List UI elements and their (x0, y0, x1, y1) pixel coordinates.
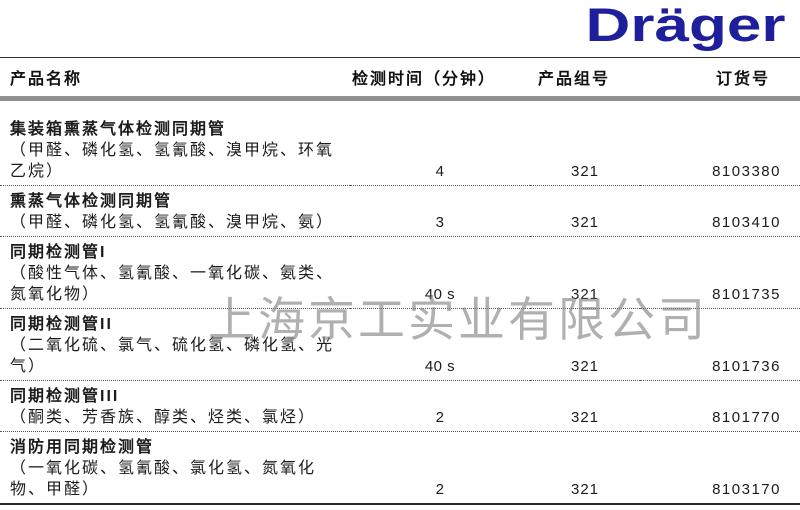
header-detect-time: 检测时间（分钟） (350, 57, 530, 101)
product-group-cell: 321 (530, 185, 640, 237)
product-group-cell: 321 (530, 431, 640, 505)
product-detail: （酸性气体、氢氰酸、一氧化碳、氨类、 氮氧化物） (10, 265, 335, 303)
product-title: 熏蒸气体检测同期管 (10, 193, 173, 210)
product-title: 同期检测管I (10, 244, 107, 261)
header-product-name: 产品名称 (0, 57, 350, 101)
product-name-cell: 消防用同期检测管 （一氧化碳、氢氰酸、氯化氢、氮氧化 物、甲醛） (0, 431, 350, 505)
product-title: 集装箱熏蒸气体检测同期管 (10, 121, 227, 138)
product-name-cell: 同期检测管III （酮类、芳香族、醇类、烃类、氯烃） (0, 380, 350, 432)
product-table: 产品名称 检测时间（分钟） 产品组号 订货号 集装箱熏蒸气体检测同期管 （甲醛、… (0, 57, 800, 505)
table-row: 消防用同期检测管 （一氧化碳、氢氰酸、氯化氢、氮氧化 物、甲醛） 2 321 8… (0, 431, 800, 505)
product-group-cell: 321 (530, 380, 640, 432)
product-title: 同期检测管II (10, 316, 113, 333)
table-row: 同期检测管I （酸性气体、氢氰酸、一氧化碳、氨类、 氮氧化物） 40 s 321… (0, 236, 800, 309)
product-detail: （酮类、芳香族、醇类、烃类、氯烃） (10, 409, 317, 426)
product-group-cell: 321 (530, 308, 640, 381)
product-title: 消防用同期检测管 (10, 439, 155, 456)
product-detail: （一氧化碳、氢氰酸、氯化氢、氮氧化 物、甲醛） (10, 460, 317, 498)
detect-time-cell: 4 (350, 98, 530, 186)
detect-time-cell: 2 (350, 431, 530, 505)
product-group-cell: 321 (530, 98, 640, 186)
order-number-cell: 8101736 (640, 308, 800, 381)
order-number-cell: 8103380 (640, 98, 800, 186)
product-title: 同期检测管III (10, 388, 120, 405)
detect-time-cell: 3 (350, 185, 530, 237)
detect-time-cell: 40 s (350, 308, 530, 381)
order-number-cell: 8103410 (640, 185, 800, 237)
product-group-cell: 321 (530, 236, 640, 309)
drager-logo: Dräger (585, 0, 786, 51)
table-body: 集装箱熏蒸气体检测同期管 （甲醛、磷化氢、氢氰酸、溴甲烷、环氧 乙烷） 4 32… (0, 98, 800, 505)
table-header-row: 产品名称 检测时间（分钟） 产品组号 订货号 (0, 57, 800, 101)
order-number-cell: 8101770 (640, 380, 800, 432)
order-number-cell: 8101735 (640, 236, 800, 309)
product-name-cell: 熏蒸气体检测同期管 （甲醛、磷化氢、氢氰酸、溴甲烷、氨） (0, 185, 350, 237)
product-detail: （甲醛、磷化氢、氢氰酸、溴甲烷、环氧 乙烷） (10, 142, 335, 180)
table-row: 熏蒸气体检测同期管 （甲醛、磷化氢、氢氰酸、溴甲烷、氨） 3 321 81034… (0, 185, 800, 237)
product-name-cell: 同期检测管II （二氧化硫、氯气、硫化氢、磷化氢、光 气） (0, 308, 350, 381)
table-row: 集装箱熏蒸气体检测同期管 （甲醛、磷化氢、氢氰酸、溴甲烷、环氧 乙烷） 4 32… (0, 98, 800, 186)
detect-time-cell: 40 s (350, 236, 530, 309)
detect-time-cell: 2 (350, 380, 530, 432)
product-name-cell: 同期检测管I （酸性气体、氢氰酸、一氧化碳、氨类、 氮氧化物） (0, 236, 350, 309)
table-row: 同期检测管III （酮类、芳香族、醇类、烃类、氯烃） 2 321 8101770 (0, 380, 800, 432)
header-product-group: 产品组号 (530, 57, 640, 101)
header-order-number: 订货号 (640, 57, 800, 101)
table-row: 同期检测管II （二氧化硫、氯气、硫化氢、磷化氢、光 气） 40 s 321 8… (0, 308, 800, 381)
product-detail: （甲醛、磷化氢、氢氰酸、溴甲烷、氨） (10, 214, 335, 231)
product-detail: （二氧化硫、氯气、硫化氢、磷化氢、光 气） (10, 337, 335, 375)
product-name-cell: 集装箱熏蒸气体检测同期管 （甲醛、磷化氢、氢氰酸、溴甲烷、环氧 乙烷） (0, 98, 350, 186)
order-number-cell: 8103170 (640, 431, 800, 505)
